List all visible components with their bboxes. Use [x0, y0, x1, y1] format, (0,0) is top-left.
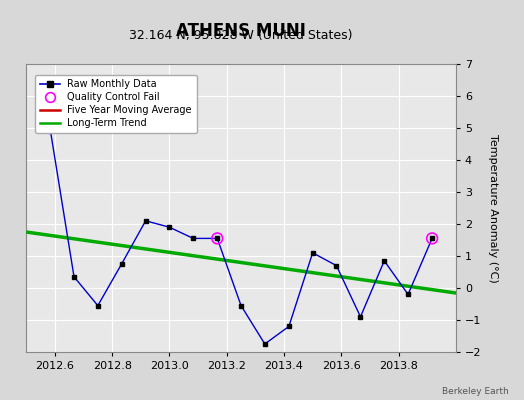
Title: 32.164 N, 95.828 W (United States): 32.164 N, 95.828 W (United States): [129, 29, 353, 42]
Text: ATHENS MUNI: ATHENS MUNI: [176, 22, 306, 40]
Point: [213, 235, 222, 242]
Legend: Raw Monthly Data, Quality Control Fail, Five Year Moving Average, Long-Term Tren: Raw Monthly Data, Quality Control Fail, …: [35, 75, 197, 133]
Y-axis label: Temperature Anomaly (°C): Temperature Anomaly (°C): [488, 134, 498, 282]
Text: Berkeley Earth: Berkeley Earth: [442, 387, 508, 396]
Point: [46, 125, 54, 131]
Point: [428, 235, 436, 242]
